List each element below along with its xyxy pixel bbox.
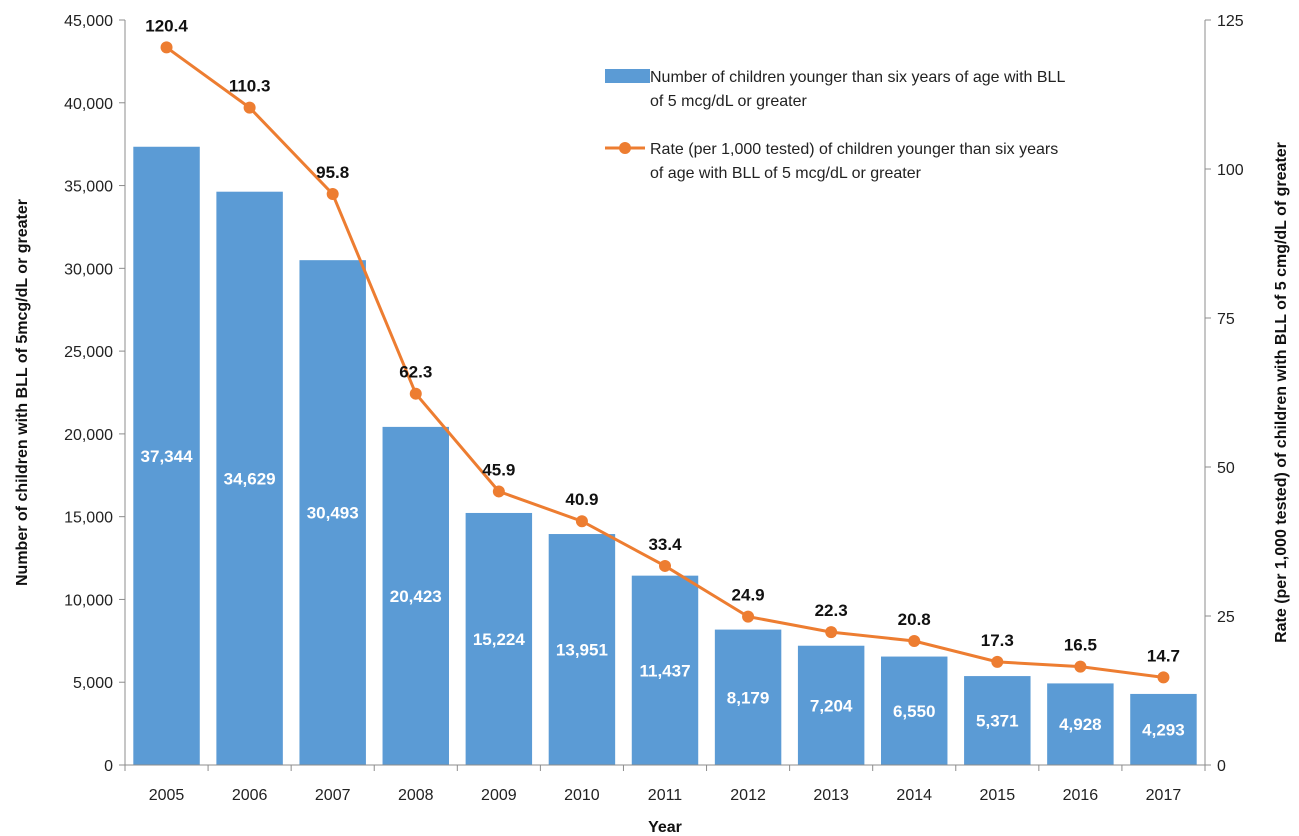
x-tick-label-2005: 2005 (149, 787, 185, 804)
bar-data-label-2005: 37,344 (141, 447, 194, 466)
x-axis-title: Year (648, 819, 682, 836)
bar-2008 (382, 426, 449, 765)
left-axis-title: Number of children with BLL of 5mcg/dL o… (14, 199, 31, 586)
bar-data-label-2008: 20,423 (390, 587, 442, 606)
rate-point-2010 (575, 515, 588, 528)
bar-2016 (1047, 683, 1114, 765)
right-tick-label-3: 75 (1217, 311, 1235, 328)
legend-bar-swatch (605, 69, 650, 83)
rate-data-label-2011: 33.4 (648, 535, 682, 554)
left-tick-label-3: 15,000 (64, 510, 113, 527)
right-tick-label-5: 125 (1217, 13, 1244, 30)
left-tick-label-7: 35,000 (64, 179, 113, 196)
rate-data-label-2014: 20.8 (898, 610, 931, 629)
bar-data-label-2011: 11,437 (639, 661, 690, 680)
bar-2010 (548, 534, 616, 765)
bar-2017 (1130, 693, 1197, 765)
bar-2015 (964, 676, 1031, 765)
rate-data-label-2006: 110.3 (229, 77, 271, 96)
bar-data-label-2013: 7,204 (810, 696, 853, 715)
rate-data-label-2012: 24.9 (732, 586, 765, 605)
legend-line-label-line-0: Rate (per 1,000 tested) of children youn… (650, 141, 1058, 158)
bar-data-label-2015: 5,371 (976, 712, 1019, 731)
bar-data-label-2010: 13,951 (556, 641, 608, 660)
bar-2005 (133, 146, 200, 765)
bar-2009 (465, 512, 533, 765)
x-tick-label-2012: 2012 (730, 787, 766, 804)
legend-line-label-line-1: of age with BLL of 5 mcg/dL or greater (650, 165, 922, 182)
rate-point-2006 (243, 101, 256, 114)
left-tick-label-9: 45,000 (64, 13, 113, 30)
legend-bar-label-line-1: of 5 mcg/dL or greater (650, 93, 807, 110)
x-tick-label-2010: 2010 (564, 787, 600, 804)
x-tick-label-2008: 2008 (398, 787, 434, 804)
rate-data-label-2007: 95.8 (316, 163, 349, 182)
legend-bar-label-line-0: Number of children younger than six year… (650, 69, 1065, 86)
bar-data-label-2014: 6,550 (893, 702, 936, 721)
rate-point-2013 (825, 626, 838, 639)
rate-point-2017 (1157, 671, 1170, 684)
legend-line-marker (619, 142, 631, 154)
left-tick-label-2: 10,000 (64, 592, 113, 609)
right-axis-title: Rate (per 1,000 tested) of children with… (1273, 142, 1290, 643)
bar-data-label-2009: 15,224 (473, 630, 526, 649)
right-tick-label-4: 100 (1217, 162, 1244, 179)
right-tick-label-0: 0 (1217, 758, 1226, 775)
rate-point-2005 (160, 41, 173, 54)
x-tick-label-2006: 2006 (232, 787, 268, 804)
x-tick-label-2007: 2007 (315, 787, 351, 804)
left-tick-label-6: 30,000 (64, 261, 113, 278)
rate-data-label-2009: 45.9 (482, 460, 515, 479)
rate-data-label-2017: 14.7 (1147, 646, 1180, 665)
left-tick-label-1: 5,000 (73, 675, 113, 692)
bar-data-label-2012: 8,179 (727, 688, 770, 707)
left-tick-label-0: 0 (104, 758, 113, 775)
rate-point-2015 (991, 655, 1004, 668)
bar-2013 (797, 645, 865, 765)
x-tick-label-2014: 2014 (896, 787, 932, 804)
bar-2007 (299, 260, 366, 765)
rate-point-2014 (908, 635, 921, 648)
bar-data-label-2007: 30,493 (307, 504, 359, 523)
bar-2006 (216, 191, 283, 765)
x-tick-label-2017: 2017 (1146, 787, 1182, 804)
bar-data-label-2006: 34,629 (224, 469, 276, 488)
x-tick-label-2009: 2009 (481, 787, 517, 804)
left-tick-label-8: 40,000 (64, 96, 113, 113)
x-tick-label-2013: 2013 (813, 787, 849, 804)
left-tick-label-5: 25,000 (64, 344, 113, 361)
rate-point-2009 (492, 485, 505, 498)
rate-point-2008 (409, 387, 422, 400)
right-tick-label-1: 25 (1217, 609, 1235, 626)
rate-point-2016 (1074, 660, 1087, 673)
x-tick-label-2015: 2015 (980, 787, 1016, 804)
rate-data-label-2016: 16.5 (1064, 636, 1097, 655)
rate-point-2007 (326, 188, 339, 201)
x-tick-label-2016: 2016 (1063, 787, 1099, 804)
bar-2014 (881, 656, 948, 765)
rate-data-label-2005: 120.4 (145, 16, 188, 35)
rate-point-2012 (742, 610, 755, 623)
bar-data-label-2017: 4,293 (1142, 720, 1185, 739)
x-tick-label-2011: 2011 (648, 787, 683, 804)
rate-data-label-2010: 40.9 (565, 490, 598, 509)
bar-data-label-2016: 4,928 (1059, 715, 1102, 734)
rate-data-label-2013: 22.3 (815, 601, 848, 620)
left-tick-label-4: 20,000 (64, 427, 113, 444)
bar-2011 (631, 575, 699, 765)
right-tick-label-2: 50 (1217, 460, 1235, 477)
rate-data-label-2008: 62.3 (399, 363, 432, 382)
bar-2012 (714, 629, 782, 765)
rate-data-label-2015: 17.3 (981, 631, 1014, 650)
rate-point-2011 (659, 559, 671, 572)
